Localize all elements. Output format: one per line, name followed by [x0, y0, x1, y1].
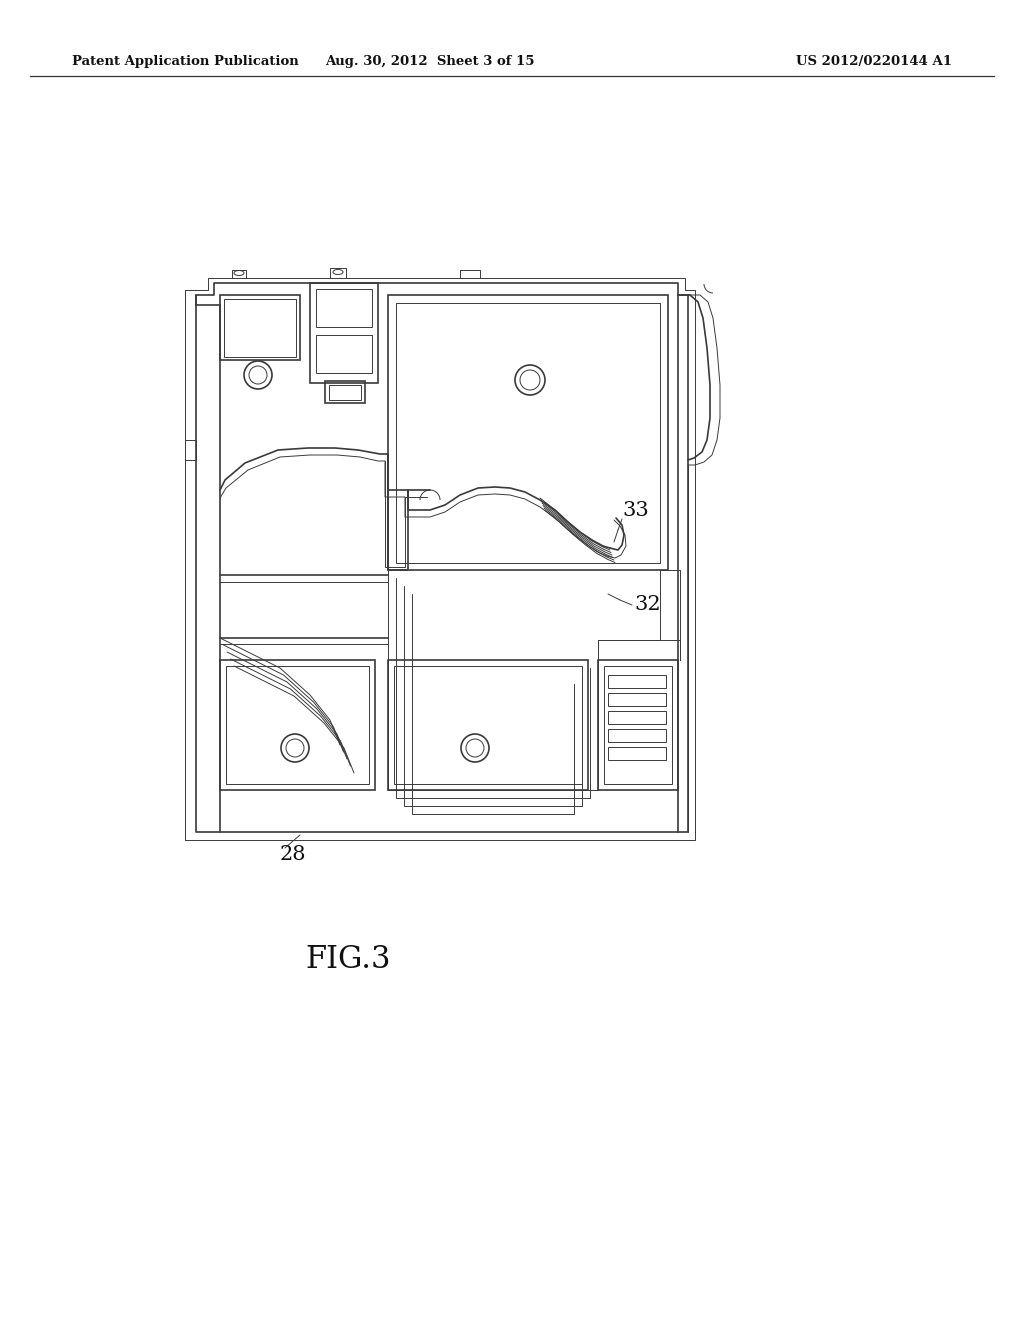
Bar	[608, 729, 666, 742]
Bar	[220, 660, 375, 789]
Bar	[329, 385, 361, 400]
Bar	[316, 335, 372, 374]
Bar	[325, 381, 365, 403]
Bar	[220, 294, 300, 360]
Bar	[608, 711, 666, 723]
Bar	[310, 282, 378, 383]
Text: Aug. 30, 2012  Sheet 3 of 15: Aug. 30, 2012 Sheet 3 of 15	[326, 55, 535, 69]
Bar	[316, 289, 372, 327]
Text: FIG.3: FIG.3	[305, 945, 391, 975]
Bar	[608, 675, 666, 688]
Bar	[608, 747, 666, 760]
Text: 32: 32	[634, 595, 660, 615]
Text: 33: 33	[622, 500, 649, 520]
Bar	[608, 693, 666, 706]
Bar	[388, 660, 588, 789]
Bar	[396, 304, 660, 564]
Text: US 2012/0220144 A1: US 2012/0220144 A1	[796, 55, 952, 69]
Bar	[604, 667, 672, 784]
Bar	[394, 667, 582, 784]
Text: 28: 28	[280, 846, 306, 865]
Bar	[388, 294, 668, 570]
Bar	[224, 300, 296, 356]
Bar	[226, 667, 369, 784]
Bar	[598, 660, 678, 789]
Text: Patent Application Publication: Patent Application Publication	[72, 55, 299, 69]
